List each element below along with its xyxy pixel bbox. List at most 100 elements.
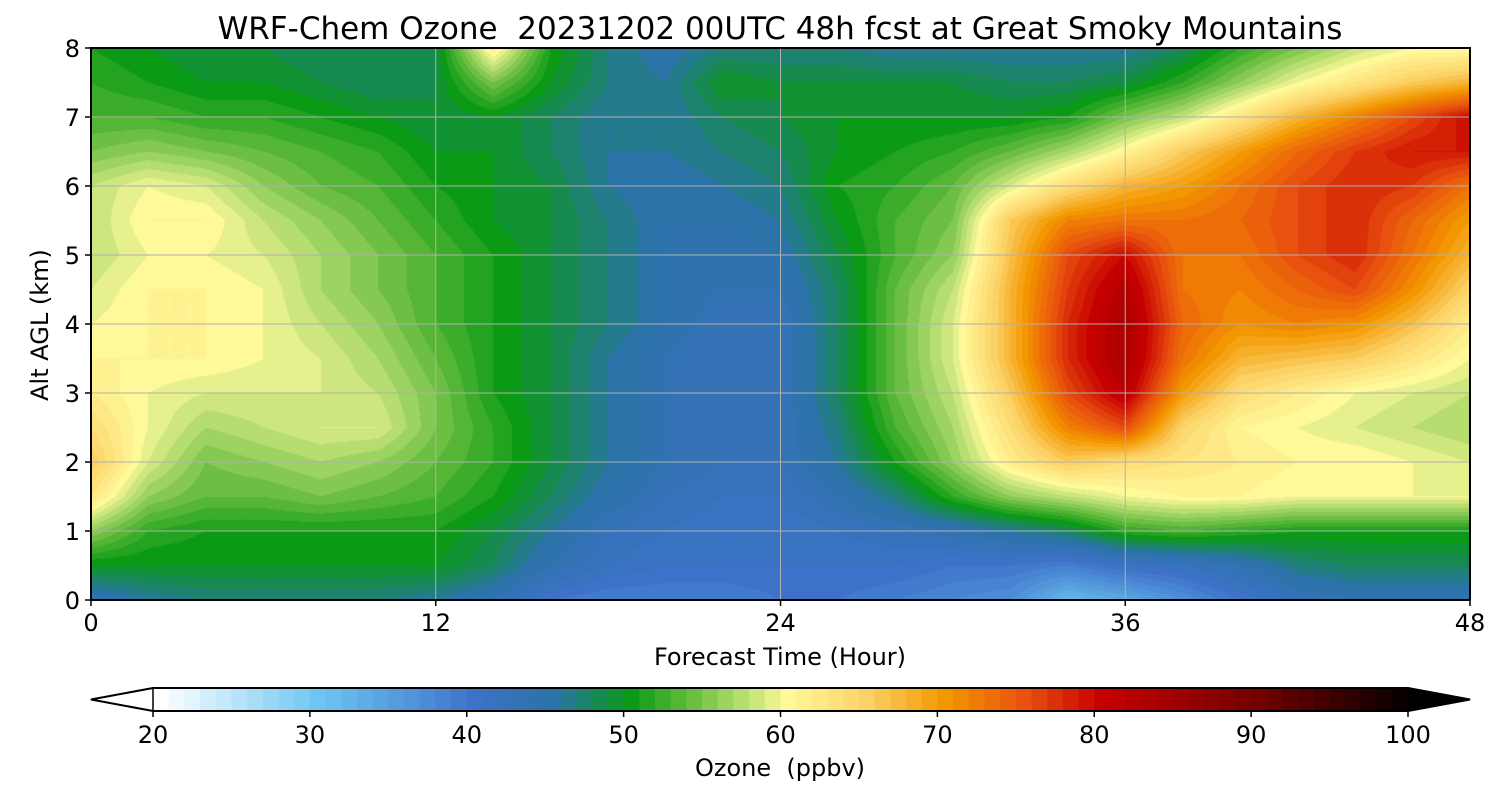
y-tick-label: 2 — [65, 449, 80, 477]
colorbar-tick-label: 60 — [765, 721, 796, 749]
colorbar-level — [937, 688, 954, 711]
colorbar-level — [576, 688, 593, 711]
colorbar-level — [874, 688, 891, 711]
colorbar-level — [1172, 688, 1189, 711]
colorbar-level — [1376, 688, 1393, 711]
colorbar-level — [1157, 688, 1174, 711]
colorbar-extend-low — [90, 687, 154, 712]
y-axis-ticks: 0 1 2 3 4 5 6 7 8 — [65, 35, 91, 615]
colorbar-level — [623, 688, 640, 711]
colorbar-level — [1109, 688, 1127, 711]
colorbar-level — [843, 688, 860, 711]
colorbar-level — [1062, 688, 1080, 711]
colorbar-level — [419, 688, 436, 711]
colorbar-level — [1125, 688, 1142, 711]
x-tick-label: 48 — [1455, 609, 1486, 637]
colorbar-tick-label: 20 — [138, 721, 169, 749]
colorbar-level — [200, 688, 217, 711]
colorbar-level — [1282, 688, 1299, 711]
colorbar-tick-label: 70 — [922, 721, 953, 749]
colorbar-level — [655, 688, 672, 711]
colorbar-level — [811, 688, 829, 711]
colorbar-level — [215, 688, 233, 711]
colorbar-level — [560, 688, 578, 711]
colorbar-level — [1219, 688, 1237, 711]
chart-title: WRF-Chem Ozone 20231202 00UTC 48h fcst a… — [218, 11, 1343, 47]
colorbar-level — [953, 688, 970, 711]
x-tick-label: 24 — [765, 609, 796, 637]
colorbar-level — [247, 688, 264, 711]
colorbar-level — [780, 688, 797, 711]
colorbar-level — [545, 688, 562, 711]
colorbar-level — [168, 688, 185, 711]
colorbar-level — [733, 688, 750, 711]
colorbar-level — [325, 688, 342, 711]
colorbar-level — [607, 688, 625, 711]
colorbar-level — [341, 688, 358, 711]
colorbar-level — [764, 688, 782, 711]
colorbar-level — [1360, 688, 1378, 711]
colorbar-level — [686, 688, 703, 711]
colorbar-tick-label: 80 — [1079, 721, 1110, 749]
colorbar-tick-label: 90 — [1236, 721, 1267, 749]
colorbar-tick-label: 40 — [451, 721, 482, 749]
colorbar-level — [278, 688, 295, 711]
colorbar-level — [702, 688, 719, 711]
colorbar-level — [827, 688, 844, 711]
colorbar-level — [639, 688, 656, 711]
colorbar-level — [388, 688, 405, 711]
colorbar-level — [482, 688, 499, 711]
colorbar: 20 30 40 50 60 70 80 90 100 Ozone (ppbv) — [90, 687, 1471, 782]
colorbar-level — [890, 688, 907, 711]
y-tick-label: 7 — [65, 104, 80, 132]
colorbar-level — [921, 688, 938, 711]
colorbar-level — [435, 688, 452, 711]
colorbar-level — [670, 688, 687, 711]
colorbar-level — [1094, 688, 1111, 711]
colorbar-level — [1235, 688, 1252, 711]
y-tick-label: 5 — [65, 242, 80, 270]
x-axis-ticks: 0 12 24 36 48 — [83, 600, 1485, 637]
colorbar-level — [1251, 688, 1268, 711]
y-tick-label: 0 — [65, 587, 80, 615]
colorbar-level — [1078, 688, 1095, 711]
colorbar-level — [968, 688, 986, 711]
colorbar-level — [372, 688, 389, 711]
colorbar-level — [749, 688, 766, 711]
colorbar-level — [498, 688, 515, 711]
colorbar-level — [1047, 688, 1064, 711]
colorbar-level — [1031, 688, 1048, 711]
colorbar-level — [1188, 688, 1205, 711]
colorbar-level — [529, 688, 546, 711]
colorbar-level — [309, 688, 327, 711]
x-axis-label: Forecast Time (Hour) — [654, 643, 906, 671]
y-tick-label: 1 — [65, 518, 80, 546]
colorbar-level — [1266, 688, 1284, 711]
colorbar-extend-high — [1407, 687, 1471, 712]
colorbar-level — [153, 688, 170, 711]
colorbar-level — [294, 688, 311, 711]
x-tick-label: 12 — [420, 609, 451, 637]
colorbar-level — [1000, 688, 1017, 711]
x-tick-label: 36 — [1110, 609, 1141, 637]
colorbar-level — [858, 688, 876, 711]
y-tick-label: 8 — [65, 35, 80, 63]
colorbar-level — [1313, 688, 1331, 711]
colorbar-level — [184, 688, 201, 711]
colorbar-tick-label: 50 — [608, 721, 639, 749]
y-tick-label: 4 — [65, 311, 80, 339]
colorbar-level — [1141, 688, 1158, 711]
colorbar-level — [717, 688, 735, 711]
y-axis-label: Alt AGL (km) — [26, 249, 54, 401]
colorbar-level — [404, 688, 421, 711]
colorbar-level — [1392, 688, 1409, 711]
colorbar-level — [1204, 688, 1221, 711]
colorbar-level — [451, 688, 468, 711]
colorbar-level — [262, 688, 280, 711]
colorbar-tick-label: 100 — [1385, 721, 1431, 749]
colorbar-level — [906, 688, 923, 711]
colorbar-level — [1329, 688, 1346, 711]
colorbar-level — [1345, 688, 1362, 711]
